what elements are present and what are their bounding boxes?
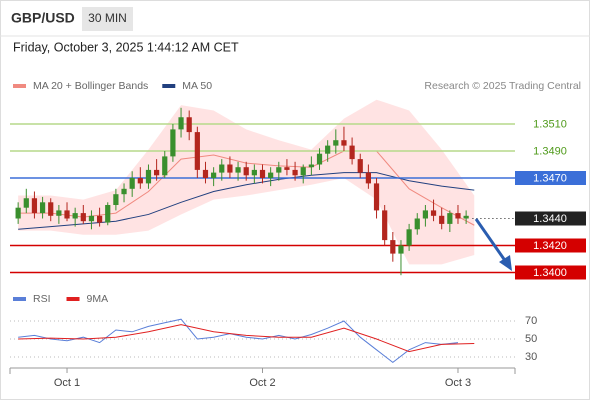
candle-body xyxy=(284,167,290,170)
candle-body xyxy=(292,169,298,176)
candle-body xyxy=(430,210,437,216)
candle-body xyxy=(88,215,95,222)
level-label-box xyxy=(515,265,586,280)
candle-body xyxy=(365,172,371,184)
candle-body xyxy=(80,213,86,222)
candle-body xyxy=(308,164,314,168)
legend-swatch xyxy=(66,297,80,301)
level-label: 1.3510 xyxy=(533,118,567,130)
indicator-line xyxy=(18,318,459,364)
legend-label: RSI xyxy=(33,293,51,305)
legend-swatch xyxy=(162,84,176,88)
candle-body xyxy=(406,229,412,246)
candle-body xyxy=(194,132,200,170)
candle-body xyxy=(105,205,111,223)
timeframe-box xyxy=(82,7,133,31)
x-tick-label: Oct 1 xyxy=(54,377,80,389)
candle-body xyxy=(145,169,152,184)
candle-body xyxy=(23,198,29,208)
candle-body xyxy=(15,207,21,219)
candle-body xyxy=(300,167,306,176)
candle-body xyxy=(227,164,233,173)
candle-body xyxy=(325,145,331,154)
candle-body xyxy=(39,202,46,214)
candle-body xyxy=(357,159,363,173)
candle-body xyxy=(121,188,127,195)
bollinger-band xyxy=(18,99,475,265)
candle-body xyxy=(422,210,429,219)
level-label-box xyxy=(515,211,586,226)
candle-body xyxy=(463,215,469,219)
y-tick-label: 50 xyxy=(525,333,537,345)
level-label: 1.3400 xyxy=(533,267,567,279)
candle-body xyxy=(447,213,453,224)
plot-area: MA 20 + Bollinger Bands MA 50 1.3510 1.3490… xyxy=(9,80,586,389)
x-tick-label: Oct 2 xyxy=(249,377,275,389)
timeframe: 30 MIN xyxy=(88,11,127,25)
level-label-box xyxy=(515,238,586,253)
legend-label: 9MA xyxy=(87,293,109,305)
candle-body xyxy=(316,153,323,165)
candle-body xyxy=(48,202,54,216)
timestamp: Friday, October 3, 2025 1:44:12 AM CET xyxy=(13,40,239,54)
candle-body xyxy=(219,164,225,173)
level-label: 1.3440 xyxy=(533,213,567,225)
candle-body xyxy=(455,213,461,219)
y-tick-label: 30 xyxy=(525,351,537,363)
candle-body xyxy=(137,178,143,184)
candle-body xyxy=(235,167,241,173)
y-tick-label: 70 xyxy=(525,315,537,327)
candle-body xyxy=(64,210,70,219)
candle-body xyxy=(341,140,347,146)
level-label-box xyxy=(515,171,586,185)
forecast-arrow xyxy=(474,218,508,263)
candle-body xyxy=(373,183,380,211)
candle-body xyxy=(251,169,257,176)
forecast-arrowhead xyxy=(499,255,512,271)
candle-body xyxy=(31,198,38,214)
legend-swatch xyxy=(13,297,26,301)
indicator-line xyxy=(18,324,475,353)
candle-body xyxy=(439,215,445,224)
candle-body xyxy=(178,117,184,130)
candle-body xyxy=(202,169,209,178)
candle-body xyxy=(72,213,78,219)
source: Research © 2025 Trading Central xyxy=(424,80,581,92)
candle-body xyxy=(276,167,282,173)
legend-swatch xyxy=(13,84,26,88)
candle-body xyxy=(129,178,135,189)
legend-label: MA 20 + Bollinger Bands xyxy=(33,80,148,92)
symbol: GBP/USD xyxy=(11,10,75,26)
level-label: 1.3490 xyxy=(533,145,567,157)
candle-body xyxy=(211,172,217,178)
candle-body xyxy=(268,172,274,178)
candle-body xyxy=(186,117,192,133)
candle-body xyxy=(56,210,62,216)
level-label: 1.3470 xyxy=(533,172,567,184)
candle-body xyxy=(390,240,396,254)
candle-body xyxy=(162,156,168,176)
candle-body xyxy=(414,218,420,230)
candle-body xyxy=(170,129,176,157)
legend-label: MA 50 xyxy=(182,80,212,92)
candle-body xyxy=(113,194,119,205)
x-tick-label: Oct 3 xyxy=(445,377,471,389)
candle-body xyxy=(333,140,339,146)
candle-body xyxy=(154,169,160,176)
candle-body xyxy=(382,210,388,241)
candle-body xyxy=(243,167,249,176)
candle-body xyxy=(96,215,103,223)
candle-body xyxy=(398,245,404,254)
level-label: 1.3420 xyxy=(533,240,567,252)
candle-body xyxy=(259,169,266,178)
candle-body xyxy=(349,145,355,160)
